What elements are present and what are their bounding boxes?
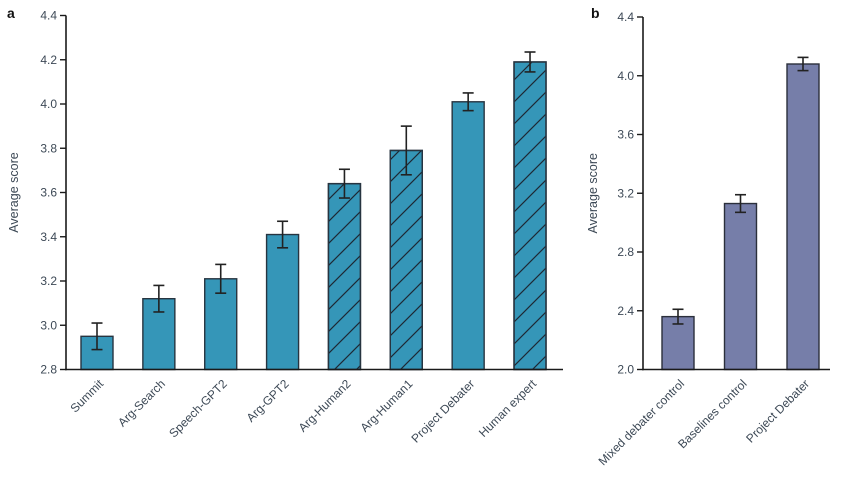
svg-text:Baselines control: Baselines control xyxy=(675,377,750,452)
svg-text:3.4: 3.4 xyxy=(40,230,57,244)
svg-text:2.0: 2.0 xyxy=(617,363,634,377)
svg-text:4.0: 4.0 xyxy=(40,97,57,111)
svg-text:Summit: Summit xyxy=(67,376,106,415)
svg-text:Arg-Human1: Arg-Human1 xyxy=(357,376,415,434)
svg-text:Average score: Average score xyxy=(7,152,21,232)
svg-text:2.4: 2.4 xyxy=(617,304,634,318)
svg-text:2.8: 2.8 xyxy=(40,363,57,377)
svg-text:Arg-GPT2: Arg-GPT2 xyxy=(244,376,292,424)
svg-text:Arg-Search: Arg-Search xyxy=(115,377,168,430)
panel-a-letter: a xyxy=(7,5,15,21)
svg-text:Speech-GPT2: Speech-GPT2 xyxy=(166,376,230,440)
svg-text:4.4: 4.4 xyxy=(40,9,57,23)
svg-text:3.6: 3.6 xyxy=(40,186,57,200)
svg-text:3.2: 3.2 xyxy=(617,186,634,200)
svg-text:4.4: 4.4 xyxy=(617,10,634,24)
svg-text:Average score: Average score xyxy=(586,153,600,233)
panel-b-letter: b xyxy=(591,5,600,21)
svg-text:Mixed debater control: Mixed debater control xyxy=(596,377,688,469)
svg-text:3.6: 3.6 xyxy=(617,128,634,142)
svg-text:4.2: 4.2 xyxy=(40,53,57,67)
svg-text:Project Debater: Project Debater xyxy=(408,377,477,446)
svg-text:Human expert: Human expert xyxy=(476,376,540,440)
svg-text:4.0: 4.0 xyxy=(617,69,634,83)
svg-text:3.2: 3.2 xyxy=(40,274,57,288)
svg-text:2.8: 2.8 xyxy=(617,245,634,259)
svg-text:Arg-Human2: Arg-Human2 xyxy=(296,376,354,434)
svg-text:3.0: 3.0 xyxy=(40,318,57,332)
svg-text:Project Debater: Project Debater xyxy=(743,377,812,446)
svg-text:3.8: 3.8 xyxy=(40,141,57,155)
